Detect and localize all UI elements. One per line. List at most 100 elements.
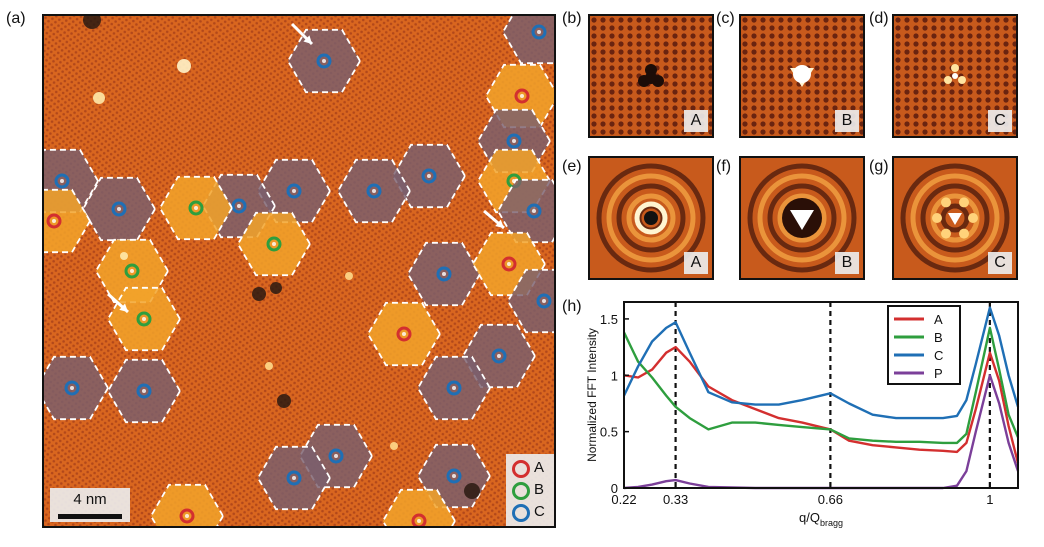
panel-label-b: (b) xyxy=(562,10,582,27)
y-axis-label: Normalized FFT Intensity xyxy=(585,328,599,462)
defect-marker-c xyxy=(286,470,302,486)
x-tick-label: 0.33 xyxy=(663,492,688,507)
legend-ring-b xyxy=(512,482,530,500)
inset-f-label: B xyxy=(835,252,859,274)
inset-c-image xyxy=(741,16,863,136)
inset-b: A xyxy=(588,14,714,138)
atom-lattice xyxy=(591,17,712,135)
inset-g-image xyxy=(894,158,1016,278)
x-tick-label: 0.22 xyxy=(611,492,636,507)
legend-ring-c xyxy=(512,504,530,522)
legend-label-c: C xyxy=(934,348,943,363)
inset-b-label: A xyxy=(684,110,708,132)
bright-spot xyxy=(177,59,191,73)
panel-label-f: (f) xyxy=(716,158,732,175)
panel-label-h: (h) xyxy=(562,298,582,315)
defect-marker-b xyxy=(188,200,204,216)
defect-marker-c xyxy=(446,380,462,396)
defect-marker-b xyxy=(124,263,140,279)
scale-bar xyxy=(58,514,122,519)
legend-label-a: A xyxy=(934,312,943,327)
defect-ring xyxy=(634,201,668,235)
bright-spot xyxy=(93,92,105,104)
defect-marker-c xyxy=(54,173,70,189)
dark-spot xyxy=(270,282,282,294)
defect-marker-c xyxy=(111,201,127,217)
defect-marker-c xyxy=(231,198,247,214)
stm-map-panel: 4 nm A B C xyxy=(42,14,556,528)
map-legend: A B C xyxy=(506,454,554,526)
defect-core xyxy=(790,210,814,230)
defect-marker-c xyxy=(446,468,462,484)
defect-hexagons xyxy=(44,16,554,526)
legend-label-a: A xyxy=(534,459,545,476)
series-line-c xyxy=(622,306,1020,420)
dark-spot xyxy=(252,287,266,301)
defect-hexagon xyxy=(496,178,554,244)
bright-spot xyxy=(265,362,273,370)
y-tick-label: 1 xyxy=(611,368,618,383)
dark-spot xyxy=(83,16,101,29)
panel-label-g: (g) xyxy=(869,158,889,175)
defect-marker-c xyxy=(506,133,522,149)
dark-spot xyxy=(277,394,291,408)
atom-lattice xyxy=(742,17,863,135)
inset-g-label: C xyxy=(988,252,1012,274)
inset-d-label: C xyxy=(988,110,1012,132)
dark-spot xyxy=(464,483,480,499)
defect-marker-c xyxy=(421,168,437,184)
scale-bar-label: 4 nm xyxy=(73,491,107,508)
defect-marker-a xyxy=(46,213,62,229)
defect-marker-a xyxy=(411,513,427,526)
inset-c-label: B xyxy=(835,110,859,132)
defect-marker-c xyxy=(436,266,452,282)
defect-marker-c xyxy=(64,380,80,396)
inset-g: C xyxy=(892,156,1018,280)
defect-dark xyxy=(638,64,664,87)
plot-frame xyxy=(623,301,1019,489)
defect-hexagon xyxy=(381,488,457,526)
defect-marker-c xyxy=(286,183,302,199)
inset-e: A xyxy=(588,156,714,280)
defect-marker-c xyxy=(136,383,152,399)
y-tick-label: 0 xyxy=(611,481,618,496)
defect-marker-a xyxy=(179,508,195,524)
defect-marker-c xyxy=(526,203,542,219)
defect-marker-c xyxy=(328,448,344,464)
inset-e-label: A xyxy=(684,252,708,274)
legend-ring-a xyxy=(512,460,530,478)
panel-label-e: (e) xyxy=(562,158,582,175)
y-tick-label: 0.5 xyxy=(600,425,618,440)
x-tick-label: 0.66 xyxy=(818,492,843,507)
bright-spot xyxy=(120,252,128,260)
ripple-pattern xyxy=(596,163,706,273)
arrow-icon xyxy=(290,22,314,46)
y-tick-label: 1.5 xyxy=(600,312,618,327)
defect-marker-c xyxy=(531,24,547,40)
legend-label-c: C xyxy=(534,503,545,520)
arrow-icon xyxy=(483,209,505,230)
panel-label-c: (c) xyxy=(716,10,735,27)
defect-marker-b xyxy=(136,311,152,327)
defect-bright xyxy=(790,65,814,87)
defect-hex-pattern xyxy=(932,197,978,239)
arrow-icon xyxy=(106,292,130,314)
defect-marker-c xyxy=(536,293,552,309)
legend-label-b: B xyxy=(534,481,545,498)
defect-marker-c xyxy=(316,53,332,69)
x-tick-label: 1 xyxy=(986,492,993,507)
defect-hexagon xyxy=(149,483,225,526)
scale-bar-box: 4 nm xyxy=(50,488,130,522)
defect-marker-a xyxy=(514,88,530,104)
bright-spot xyxy=(390,442,398,450)
defect-hexagon xyxy=(506,268,554,334)
series-line-b xyxy=(622,326,1020,445)
bright-spot xyxy=(345,272,353,280)
panel-label-d: (d) xyxy=(869,10,889,27)
inset-d: C xyxy=(892,14,1018,138)
defect-hexagon xyxy=(44,355,110,421)
legend-label-p: P xyxy=(934,366,943,381)
defect-hexagon xyxy=(44,188,92,254)
defect-marker-a xyxy=(501,256,517,272)
